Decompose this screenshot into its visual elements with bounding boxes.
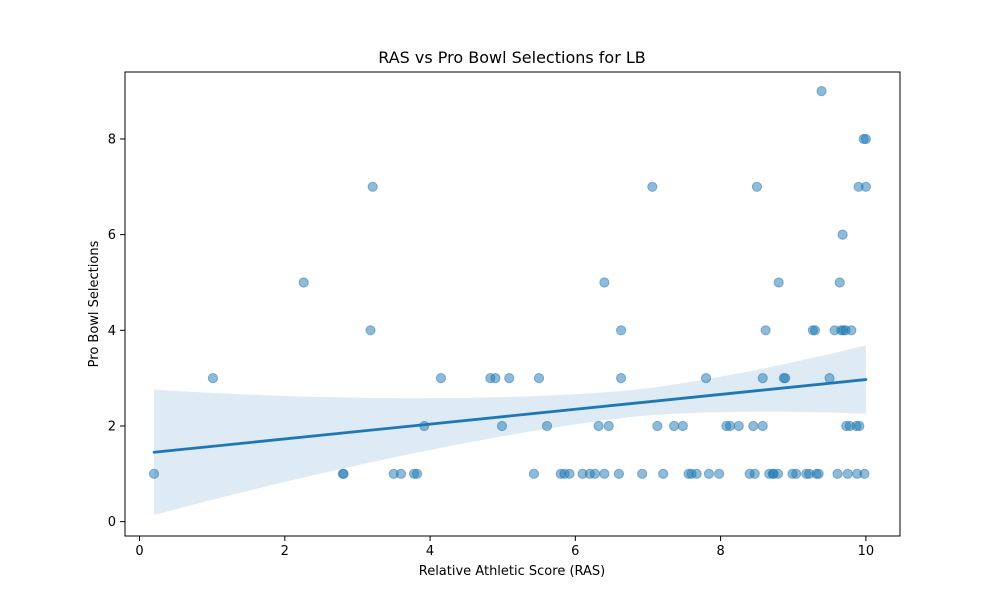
data-point	[860, 133, 871, 145]
data-point	[749, 468, 760, 479]
data-point	[367, 181, 378, 192]
x-tick-label: 6	[571, 544, 579, 559]
data-point	[714, 468, 725, 479]
data-point	[599, 468, 610, 479]
plot-frame	[124, 71, 901, 537]
data-point	[435, 373, 447, 384]
data-point	[760, 325, 771, 336]
data-point	[504, 373, 515, 384]
data-point	[813, 468, 824, 479]
data-point	[603, 420, 614, 432]
data-point	[490, 373, 501, 384]
x-axis-label: Relative Athletic Score (RAS)	[419, 564, 606, 579]
data-point	[615, 373, 627, 384]
data-point	[411, 468, 423, 479]
data-point	[677, 420, 688, 432]
data-point	[395, 468, 407, 479]
plot-area: 0 2 4 6 8 10 0 2 4 6 8	[108, 71, 901, 559]
data-point	[647, 181, 658, 192]
data-point	[613, 468, 625, 479]
data-point	[564, 468, 575, 479]
data-point	[669, 420, 680, 432]
chart-title: RAS vs Pro Bowl Selections for LB	[378, 48, 646, 67]
data-point	[832, 468, 843, 479]
data-point	[834, 277, 845, 288]
x-tick-label: 4	[426, 544, 434, 559]
data-point	[842, 468, 853, 479]
data-point	[733, 420, 744, 432]
data-point	[772, 468, 784, 479]
data-point	[846, 325, 857, 336]
y-tick-label: 4	[108, 324, 116, 339]
data-point	[751, 181, 763, 192]
data-point	[593, 420, 604, 432]
x-tick-label: 8	[716, 544, 724, 559]
data-point	[748, 420, 759, 432]
data-point	[691, 468, 702, 479]
data-point	[816, 86, 827, 97]
data-point	[599, 277, 610, 288]
y-tick-label: 8	[108, 132, 116, 147]
data-point	[658, 468, 669, 479]
y-tick-label: 2	[108, 419, 116, 434]
data-point	[809, 325, 821, 336]
data-point	[528, 468, 540, 479]
data-point	[859, 468, 870, 479]
data-point	[207, 373, 218, 384]
data-point	[780, 373, 791, 384]
x-tick-label: 0	[135, 544, 143, 559]
data-point	[589, 468, 601, 479]
data-point	[854, 420, 865, 432]
data-point	[365, 325, 376, 336]
regression-line	[152, 378, 868, 454]
data-point	[757, 373, 768, 384]
data-point	[541, 420, 553, 432]
data-point	[148, 468, 160, 479]
x-tick-label: 10	[858, 544, 875, 559]
y-tick-label: 0	[108, 515, 116, 530]
data-point	[824, 373, 835, 384]
x-tick-label: 2	[281, 544, 289, 559]
data-point	[700, 373, 712, 384]
data-point	[637, 468, 648, 479]
data-point	[615, 325, 627, 336]
confidence-band	[154, 345, 866, 515]
data-point	[724, 420, 736, 432]
data-point	[757, 420, 768, 432]
data-point	[773, 277, 784, 288]
data-point	[298, 277, 309, 288]
data-point	[496, 420, 508, 432]
y-tick-label: 6	[108, 228, 116, 243]
data-point	[703, 468, 715, 479]
data-point	[837, 229, 848, 240]
data-point	[338, 468, 349, 479]
data-point	[533, 373, 545, 384]
data-point	[791, 468, 802, 479]
y-axis-label: Pro Bowl Selections	[87, 240, 102, 367]
data-point	[860, 181, 871, 192]
data-point	[652, 420, 663, 432]
